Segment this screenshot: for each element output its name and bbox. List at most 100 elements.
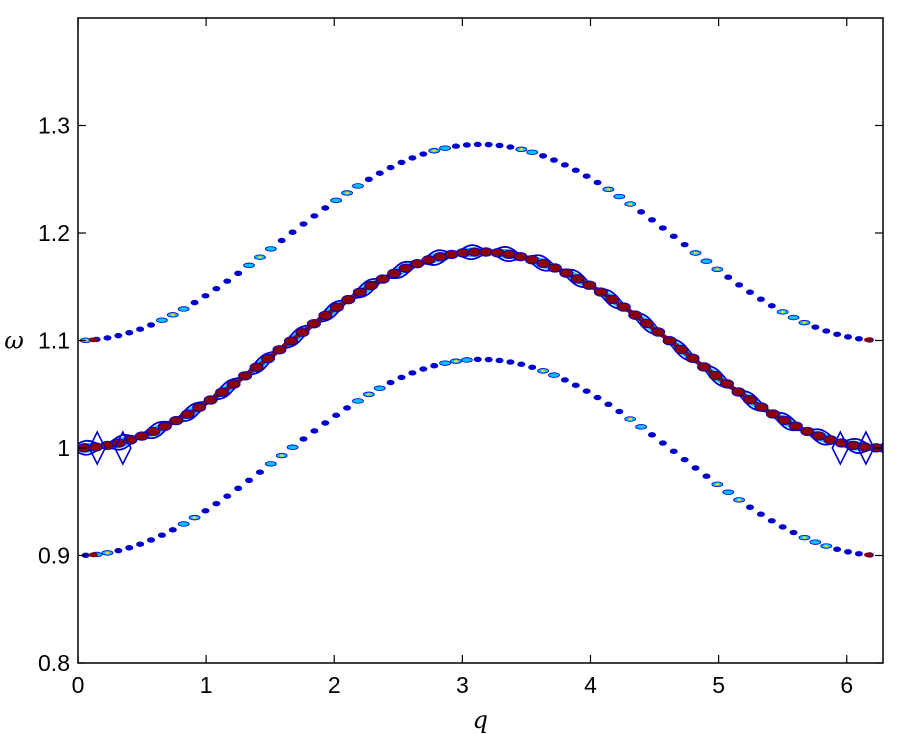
series-central-contour-1 [77, 244, 884, 448]
series-central-point [375, 274, 390, 284]
x-tick-label: 4 [584, 672, 597, 698]
series-central-point [398, 263, 413, 273]
series-central-point [456, 248, 471, 258]
axes-box [77, 17, 884, 664]
series-central-point [811, 431, 826, 441]
series-central-point [341, 294, 356, 305]
series-upper-point [700, 258, 713, 264]
series-lower-point [321, 420, 330, 426]
series-lower-point [157, 532, 166, 538]
series-lower-point [809, 539, 822, 545]
series-central-point [261, 353, 276, 364]
series-upper-point [833, 331, 842, 337]
series-lower-point [343, 405, 352, 411]
series-central-point [329, 302, 344, 313]
series-lower-point [495, 357, 504, 364]
series-upper-point [756, 296, 765, 302]
series-central-point [215, 387, 230, 397]
series-central-contour-4 [77, 251, 884, 451]
series-lower-highlight [541, 369, 546, 373]
series-lower-point [332, 412, 341, 419]
series-upper-point [299, 221, 308, 227]
series-upper-point [495, 142, 504, 149]
series-central-point [226, 379, 241, 389]
series-central-point [708, 370, 723, 381]
series-lower-point [299, 436, 308, 442]
series-lower-highlight [105, 551, 110, 555]
series-central-point [410, 258, 425, 269]
series-central-point [800, 426, 815, 437]
series-upper-point [669, 233, 678, 240]
series-upper-point [310, 213, 319, 219]
series-lower-point [460, 357, 473, 363]
series-lower-point [255, 469, 264, 475]
series-upper-point [419, 151, 428, 157]
series-lower-point [223, 493, 232, 499]
series-lower-highlight [192, 516, 197, 519]
series-lower-point [722, 489, 735, 495]
series-lower-point [778, 524, 787, 530]
series-central-point [490, 248, 505, 258]
series-upper-point [582, 173, 591, 179]
series-upper-point [277, 237, 286, 244]
series-upper-point [136, 326, 145, 332]
series-lower-point [702, 473, 711, 479]
series-upper-point [103, 335, 112, 341]
series-lower-point [560, 377, 569, 383]
series-lower-point [767, 518, 776, 524]
series-upper-point [439, 145, 451, 151]
series-upper-point [462, 142, 471, 148]
series-central-point [639, 318, 654, 329]
series-central-point [387, 268, 402, 279]
series-upper-point [658, 225, 667, 231]
series-upper-highlight [257, 255, 262, 259]
series-upper-point [724, 274, 733, 280]
series-lower-point [484, 356, 493, 363]
series-upper-point [844, 334, 853, 340]
series-upper-point [234, 270, 243, 277]
x-tick-label: 2 [328, 672, 341, 698]
series-central-point [697, 362, 712, 372]
series-central-point [192, 402, 207, 413]
series-upper-point [854, 336, 863, 342]
series-lower-endpoint [88, 552, 98, 558]
series-lower-point [245, 477, 254, 484]
series-upper-point [787, 314, 800, 321]
series-lower-point [147, 537, 156, 543]
series-lower-highlight [737, 498, 742, 502]
series-upper-highlight [519, 148, 524, 151]
series-upper-highlight [780, 310, 785, 314]
series-central-point [203, 395, 218, 405]
series-upper-point [201, 293, 210, 299]
series-central-point [720, 379, 735, 389]
series-central-point [272, 345, 287, 355]
series-upper-point [647, 217, 656, 223]
series-lower-point [430, 363, 439, 369]
series-lower-point [408, 370, 417, 376]
series-upper-point [330, 197, 343, 204]
ticks: 0 1 2 3 4 5 6 0.8 0.9 1 1.1 1.2 1.3 [38, 18, 883, 698]
series-lower-point [506, 359, 515, 365]
series-lower-highlight [802, 536, 807, 539]
x-tick-label: 3 [456, 672, 469, 698]
series-central-point [593, 287, 608, 297]
series-lower-point [844, 549, 853, 555]
series-central-point [547, 263, 562, 273]
series-upper-point [735, 282, 744, 288]
series-upper-point [539, 153, 548, 159]
series-central-point [352, 287, 367, 297]
series-central-point [318, 310, 333, 321]
series-upper-point [386, 164, 395, 171]
series-lower-point [756, 511, 765, 517]
series-central-point [582, 280, 597, 290]
series-central-point [674, 344, 689, 355]
series-central-point [169, 415, 184, 426]
series-lower-point [615, 408, 624, 415]
series-upper-point [680, 241, 689, 248]
series-upper-point [526, 149, 539, 155]
series-central-point [364, 280, 379, 291]
series-lower-point [177, 521, 190, 527]
series-upper-point [560, 162, 569, 168]
series-central-point [479, 247, 494, 257]
